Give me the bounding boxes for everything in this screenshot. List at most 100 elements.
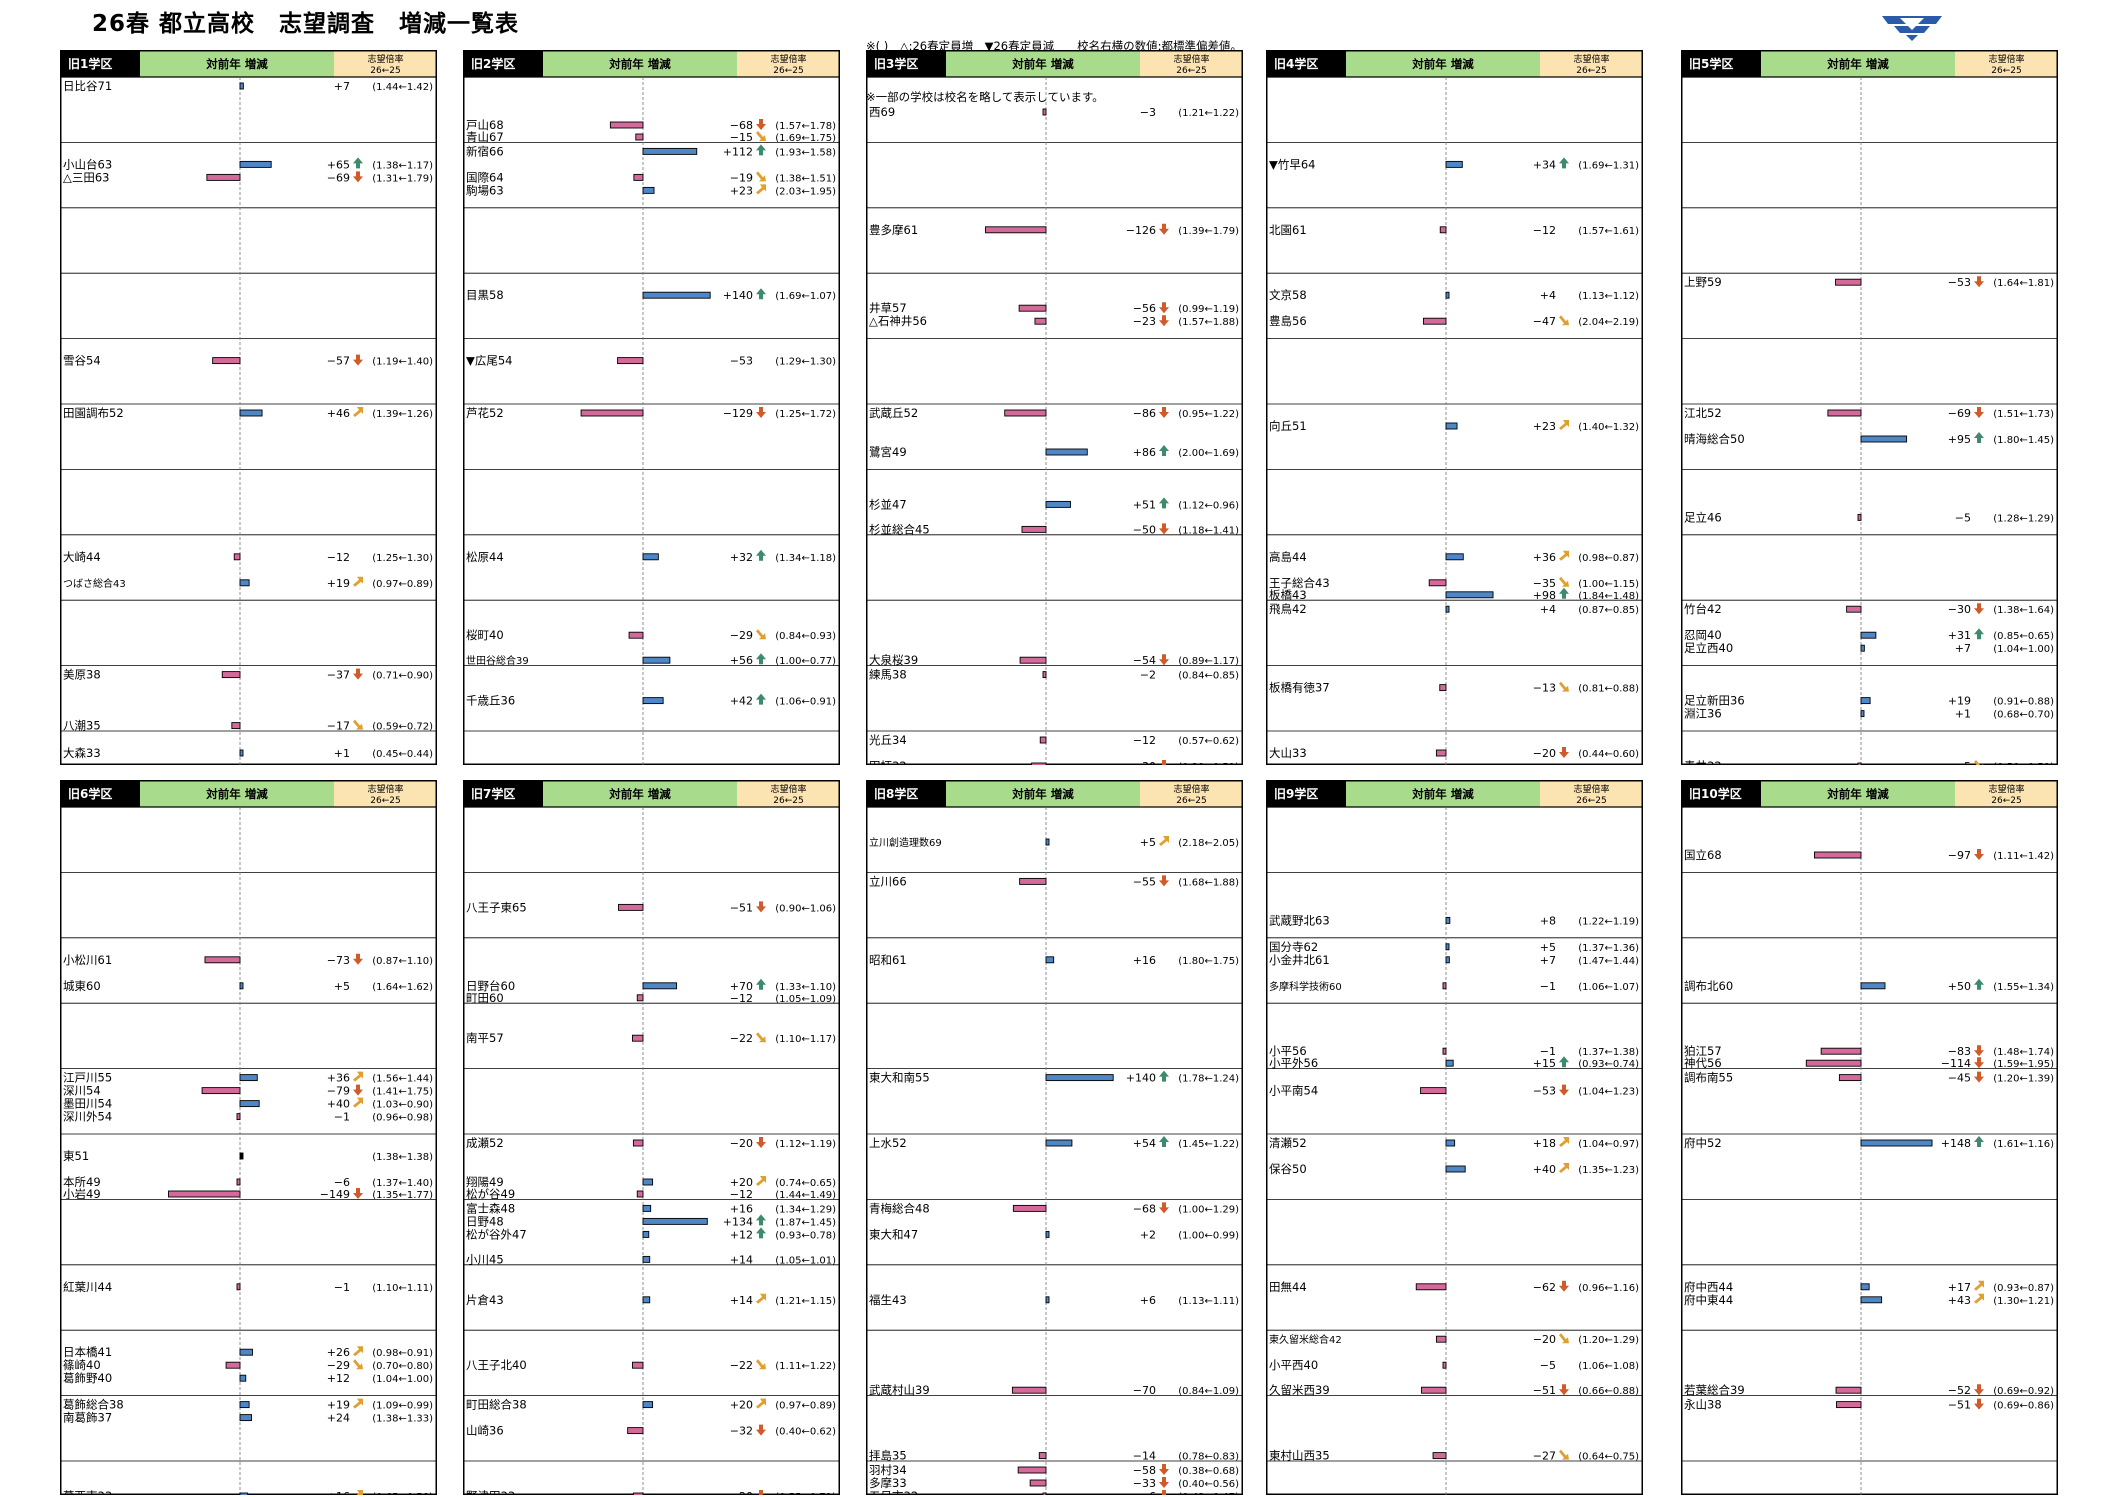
school-name: 葛飾野40 bbox=[63, 1371, 112, 1385]
school-name: 日本橋41 bbox=[63, 1345, 112, 1359]
rate-value: (0.74←0.65) bbox=[775, 1178, 836, 1189]
up-arrow-icon bbox=[756, 978, 766, 990]
rate-value: (0.55←0.71) bbox=[775, 1492, 836, 1495]
school-row: 府中52 +148 (1.61←1.16) bbox=[1684, 1136, 2054, 1150]
change-value: −70 bbox=[1133, 1384, 1156, 1397]
rate-value: (0.91←0.88) bbox=[1993, 697, 2054, 708]
school-row: 清瀬52 +18 (1.04←0.97) bbox=[1269, 1136, 1639, 1150]
page-notes: ※( ) △:26春定員増 ▼26春定員減 校名右横の数値:都標準偏差値。 ※一… bbox=[866, 4, 1242, 123]
school-name: 田無44 bbox=[1269, 1280, 1307, 1294]
rate-value: (1.22←1.19) bbox=[1578, 916, 1639, 927]
change-value: −23 bbox=[1133, 315, 1156, 328]
change-bar bbox=[1860, 982, 1886, 990]
rate-value: (1.93←1.58) bbox=[775, 147, 836, 158]
school-name: 南葛飾37 bbox=[63, 1411, 112, 1425]
school-name: 小平外56 bbox=[1269, 1056, 1318, 1070]
change-bar bbox=[1045, 448, 1088, 456]
school-row: 井草57 −56 (0.99←1.19) bbox=[869, 301, 1239, 315]
change-bar bbox=[1421, 1386, 1447, 1394]
change-bar bbox=[609, 121, 644, 129]
school-name: 武蔵野北63 bbox=[1269, 913, 1330, 927]
downright-arrow-icon bbox=[756, 629, 766, 640]
change-value: +65 bbox=[327, 158, 350, 171]
school-name: 葛西南33 bbox=[63, 1489, 112, 1495]
rate-value: (0.93←0.87) bbox=[1993, 1283, 2054, 1294]
change-value: +7 bbox=[1540, 954, 1556, 967]
change-value: +32 bbox=[730, 551, 753, 564]
rate-value: (1.04←1.00) bbox=[1993, 644, 2054, 655]
change-value: −37 bbox=[327, 669, 350, 682]
school-row: 葛西南33 +16 (0.65←0.58) bbox=[63, 1489, 433, 1495]
change-value: −69 bbox=[1948, 407, 1971, 420]
down-arrow-icon bbox=[353, 1188, 363, 1199]
change-value: +20 bbox=[730, 1399, 753, 1412]
change-bar bbox=[1860, 631, 1877, 639]
school-row: 東51 (1.38←1.38) bbox=[63, 1149, 433, 1163]
change-value: −97 bbox=[1948, 849, 1971, 862]
change-bar bbox=[636, 994, 644, 1002]
change-value: −29 bbox=[730, 629, 753, 642]
rate-value: (1.47←1.44) bbox=[1578, 956, 1639, 967]
school-name: 八潮35 bbox=[63, 719, 101, 733]
change-bar bbox=[642, 697, 664, 705]
school-name: 調布南55 bbox=[1684, 1071, 1733, 1085]
header-rate-years: 26←25 bbox=[773, 66, 803, 76]
school-name: 狛江57 bbox=[1684, 1044, 1722, 1058]
up-arrow-icon bbox=[1559, 587, 1569, 599]
school-name: 王子総合43 bbox=[1269, 576, 1330, 590]
school-name: 淵江36 bbox=[1684, 707, 1722, 721]
change-value: +140 bbox=[1126, 1072, 1156, 1085]
down-arrow-icon bbox=[1974, 1384, 1984, 1396]
change-bar bbox=[1439, 226, 1447, 234]
change-value: −20 bbox=[1533, 1333, 1556, 1346]
up-arrow-icon bbox=[756, 549, 766, 561]
school-row: 篠崎40 −29 (0.70←0.80) bbox=[63, 1358, 433, 1372]
rate-value: (1.45←1.22) bbox=[1178, 1139, 1239, 1150]
rate-value: (1.25←1.72) bbox=[775, 409, 836, 420]
school-name: 北園61 bbox=[1269, 223, 1307, 237]
change-bar bbox=[1042, 1492, 1047, 1495]
change-bar bbox=[632, 1492, 644, 1495]
school-row: 南葛飾37 +24 (1.38←1.33) bbox=[63, 1411, 433, 1425]
change-bar bbox=[580, 409, 644, 417]
rate-value: (1.80←1.75) bbox=[1178, 956, 1239, 967]
rate-value: (1.44←1.49) bbox=[775, 1190, 836, 1201]
change-bar bbox=[642, 656, 671, 664]
rate-value: (0.69←0.92) bbox=[1993, 1386, 2054, 1397]
school-row: 葛飾野40 +12 (1.04←1.00) bbox=[63, 1371, 433, 1385]
school-name: 上水52 bbox=[869, 1136, 907, 1150]
school-name: 田園調布52 bbox=[63, 406, 124, 420]
school-row: 府中西44 +17 (0.93←0.87) bbox=[1684, 1280, 2054, 1294]
rate-value: (1.04←0.97) bbox=[1578, 1139, 1639, 1150]
change-value: −17 bbox=[327, 720, 350, 733]
change-value: +140 bbox=[723, 289, 753, 302]
school-row: 大泉桜39 −54 (0.89←1.17) bbox=[869, 653, 1239, 667]
school-row: 小岩49 −149 (1.35←1.77) bbox=[63, 1187, 433, 1201]
change-bar bbox=[642, 186, 655, 194]
school-row: 本所49 −6 (1.37←1.40) bbox=[63, 1175, 433, 1189]
rate-value: (1.25←1.30) bbox=[372, 553, 433, 564]
school-name: 杉並47 bbox=[869, 497, 907, 511]
change-bar bbox=[239, 1374, 247, 1382]
school-row: 東久留米総合42 −20 (1.20←1.29) bbox=[1269, 1333, 1639, 1346]
school-name: 町田総合38 bbox=[466, 1398, 527, 1412]
change-bar bbox=[1445, 943, 1450, 951]
school-name: ▼広尾54 bbox=[466, 354, 512, 368]
change-value: −19 bbox=[730, 171, 753, 184]
district-label: 旧4学区 bbox=[1274, 56, 1318, 71]
school-row: 田柄32 −30 (0.29←0.51) bbox=[869, 759, 1239, 765]
rate-value: (1.41←1.75) bbox=[372, 1087, 433, 1098]
down-arrow-icon bbox=[1159, 1477, 1169, 1488]
upright-arrow-icon bbox=[1559, 1137, 1569, 1147]
change-bar bbox=[1415, 1283, 1447, 1291]
school-name: 板橋有徳37 bbox=[1269, 681, 1330, 695]
school-name: 上野59 bbox=[1684, 275, 1722, 289]
change-bar bbox=[239, 409, 263, 417]
school-name: 世田谷総合39 bbox=[466, 654, 529, 667]
change-bar bbox=[239, 1074, 258, 1082]
change-bar bbox=[201, 1087, 241, 1095]
change-value: +98 bbox=[1533, 589, 1556, 602]
school-row: △石神井56 −23 (1.57←1.88) bbox=[869, 314, 1239, 328]
school-name: 立川66 bbox=[869, 874, 907, 888]
